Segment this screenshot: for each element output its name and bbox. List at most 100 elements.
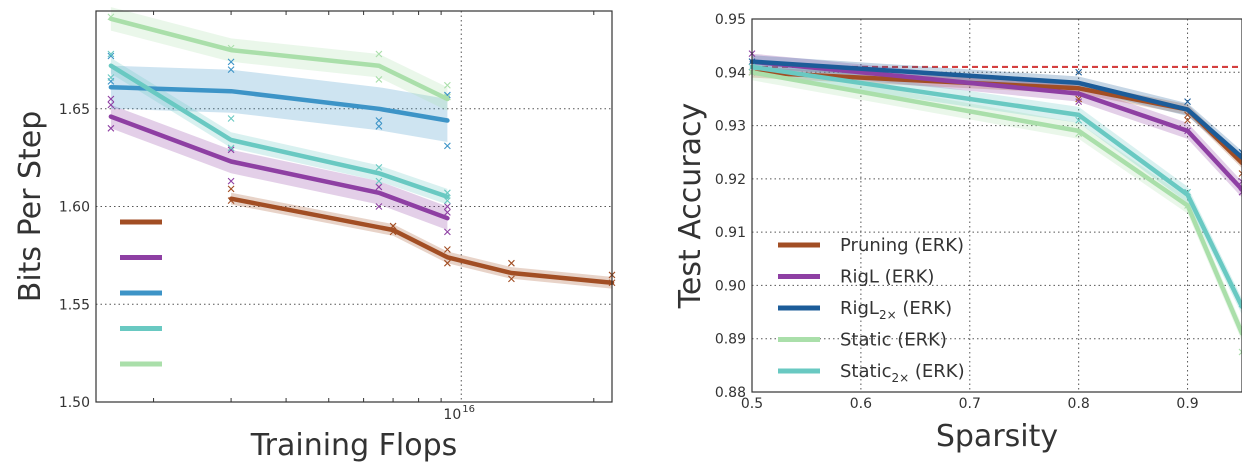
legend-entry-label: RigL (ERK) [840,267,934,288]
y-tick-label: 0.94 [715,65,746,81]
data-point-marker [1075,95,1083,103]
data-point-marker [1238,170,1242,177]
data-point-marker [227,197,235,205]
data-point-marker [1075,68,1083,76]
series-line [749,70,1242,336]
legend-entry-subscript: 2× [891,371,909,385]
x-tick-label: 0.9 [1176,396,1198,412]
data-point-marker [227,146,235,154]
legend-entry-suffix: (ERK) [897,298,952,319]
test-accuracy-chart: 0.88 0.89 0.90 0.91 0.92 0.93 0.94 0.95 0.5 0.6 0.… [673,12,1242,454]
data-point-marker [227,115,235,122]
plot-frame [95,10,613,403]
data-point-marker [227,185,235,193]
data-point-marker [1184,116,1191,124]
data-point-marker [375,164,383,171]
x-tick-label: 0.8 [1068,396,1090,412]
data-point-marker [389,228,397,236]
data-point-marker [375,50,383,58]
data-point-marker [375,203,383,210]
y-tick-label: 1.60 [59,200,90,216]
data-point-marker [443,208,451,216]
data-point-marker [1075,98,1083,105]
x-axis-title: Sparsity [936,419,1058,454]
data-point-marker [443,93,451,101]
series-line [108,114,450,221]
legend-entry-label: Static (ERK) [840,330,947,351]
data-point-marker [107,50,115,58]
data-point-marker [107,13,115,21]
data-point-marker [1184,188,1191,196]
x-tick-label: 0.7 [959,396,981,412]
y-tick-label: 0.91 [715,225,746,241]
y-tick-label: 1.55 [59,297,90,313]
series-line [749,64,1242,309]
y-axis-title: Bits Per Step [13,111,48,303]
data-point-marker [107,124,115,132]
series-line [749,59,1242,192]
data-point-marker [508,259,515,267]
x-tick-label: 10 [443,407,461,423]
data-point-marker [443,246,451,253]
data-point-marker [1238,148,1242,156]
x-tick-exponent: 16 [462,404,475,415]
x-tick-label: 0.5 [741,396,763,412]
data-point-marker [375,177,383,185]
legend-entry-name: Static [840,361,891,382]
y-tick-label: 0.89 [715,332,746,348]
data-point-marker [227,58,235,66]
data-point-marker [375,183,383,191]
data-point-marker [1238,178,1242,185]
legend-entry-name: RigL [840,298,879,319]
series-confidence-band [110,7,448,111]
data-point-marker [443,197,451,205]
data-point-marker [443,228,451,236]
y-tick-label: 0.92 [715,172,746,188]
y-tick-label: 0.93 [715,119,746,135]
legend-entry-subscript: 2× [879,308,897,322]
data-point-marker [227,66,235,74]
data-point-marker [508,275,515,283]
data-point-marker [375,122,383,130]
x-tick-label: 0.6 [850,396,872,412]
data-point-marker [1075,130,1083,137]
series-line [749,59,1242,160]
data-point-marker [1184,98,1191,105]
data-point-marker [1184,127,1191,135]
data-point-marker [443,81,451,89]
data-point-marker [107,74,115,81]
data-point-marker [443,203,451,210]
data-point-marker [107,95,115,103]
data-point-marker [443,259,451,267]
data-point-marker [227,44,235,52]
data-point-marker [1238,300,1242,308]
data-point-marker [107,52,115,60]
data-point-marker [443,189,451,197]
x-axis-title: Training Flops [250,428,458,463]
series-line [108,16,450,102]
series-confidence-band [110,65,448,142]
legend-entry-label: Pruning (ERK) [840,235,964,256]
data-point-marker [1238,348,1242,356]
series-confidence-band [110,104,448,230]
plot-frame [751,18,1242,393]
data-point-marker [1238,188,1242,196]
data-point-marker [107,101,115,109]
series-line [228,196,615,285]
data-point-marker [389,222,397,230]
legend-entry-label: RigL2× (ERK) [840,298,952,322]
legend-entry-suffix: (ERK) [909,361,964,382]
data-point-marker [227,144,235,152]
series-line [108,63,450,199]
y-tick-label: 0.95 [715,12,746,28]
data-point-marker [375,117,383,124]
y-tick-label: 1.50 [59,395,90,411]
data-point-marker [443,142,451,150]
data-point-marker [227,177,235,185]
y-tick-label: 0.88 [715,385,746,401]
y-axis-title: Test Accuracy [673,103,708,310]
y-tick-label: 1.65 [59,102,90,118]
data-point-marker [1075,116,1083,124]
y-tick-label: 0.90 [715,278,746,294]
